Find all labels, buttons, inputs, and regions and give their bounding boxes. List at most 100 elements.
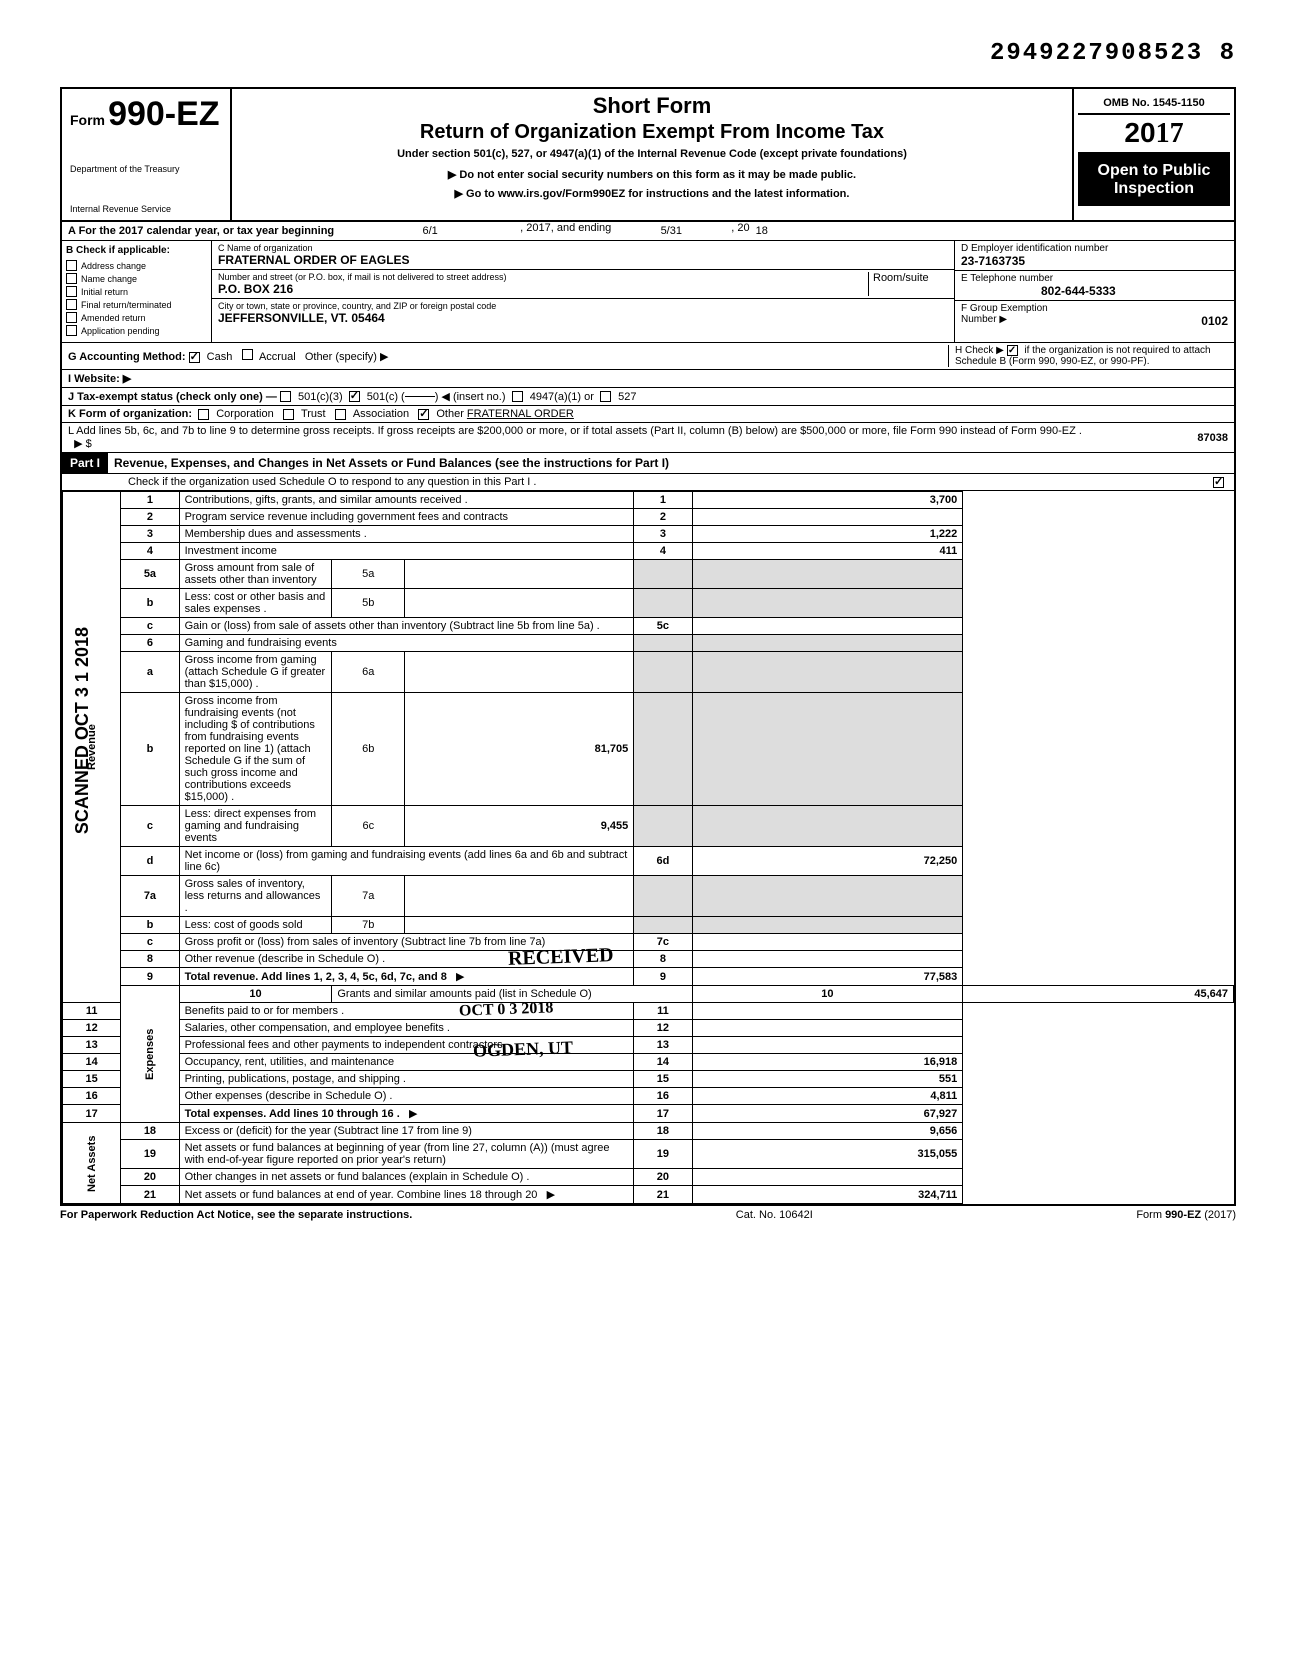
line-6d-num: d [121,847,179,876]
open-public-2: Inspection [1082,180,1226,198]
tax-year-end-year[interactable]: 18 [750,222,790,240]
line-10-val[interactable]: 45,647 [963,986,1234,1003]
row-a-year-prefix: , 20 [731,222,749,240]
line-21-desc: Net assets or fund balances at end of ye… [185,1189,538,1201]
line-8-val[interactable] [692,951,963,968]
checkbox-trust[interactable] [283,409,294,420]
line-17-val[interactable]: 67,927 [692,1105,963,1123]
checkbox-corporation[interactable] [198,409,209,420]
line-11-val[interactable] [692,1003,963,1020]
checkbox-4947[interactable] [512,391,523,402]
line-12-val[interactable] [692,1020,963,1037]
org-name[interactable]: FRATERNAL ORDER OF EAGLES [218,253,410,267]
line-5b-subval[interactable] [405,589,634,618]
checkbox-schedule-b[interactable]: ✓ [1007,345,1018,356]
row-g-label: G Accounting Method: [68,351,186,363]
line-2-val[interactable] [692,509,963,526]
checkbox-initial-return[interactable] [66,286,77,297]
tax-year-begin[interactable]: 6/1 [340,222,520,240]
omb-number: OMB No. 1545-1150 [1078,93,1230,115]
line-3-val[interactable]: 1,222 [692,526,963,543]
line-7a-num: 7a [121,876,179,917]
line-6b-num: b [121,693,179,806]
gross-receipts-value[interactable]: 87038 [1098,432,1228,444]
part1-table: Revenue 1 Contributions, gifts, grants, … [62,491,1234,1204]
label-527: 527 [618,391,636,403]
line-6a-desc: Gross income from gaming (attach Schedul… [185,654,326,690]
line-14-desc: Occupancy, rent, utilities, and maintena… [185,1056,395,1068]
checkbox-application-pending[interactable] [66,325,77,336]
line-16-num: 16 [63,1088,121,1105]
line-15-val[interactable]: 551 [692,1071,963,1088]
tax-year-end-month[interactable]: 5/31 [611,222,731,240]
name-label: C Name of organization [218,243,313,253]
line-5b-num: b [121,589,179,618]
line-20-val[interactable] [692,1169,963,1186]
line-13-num: 13 [63,1037,121,1054]
label-amended-return: Amended return [81,313,146,323]
line-20-desc: Other changes in net assets or fund bala… [185,1171,530,1183]
line-19-desc: Net assets or fund balances at beginning… [185,1142,610,1166]
line-2-num: 2 [121,509,179,526]
checkbox-name-change[interactable] [66,273,77,284]
line-14-val[interactable]: 16,918 [692,1054,963,1071]
line-17-rnum: 17 [634,1105,692,1123]
other-org-value[interactable]: FRATERNAL ORDER [467,408,574,420]
line-7a-subval[interactable] [405,876,634,917]
line-21-val[interactable]: 324,711 [692,1186,963,1204]
checkbox-cash[interactable]: ✓ [189,352,200,363]
line-15-num: 15 [63,1071,121,1088]
line-19-val[interactable]: 315,055 [692,1140,963,1169]
line-21-num: 21 [121,1186,179,1204]
line-3-num: 3 [121,526,179,543]
line-16-val[interactable]: 4,811 [692,1088,963,1105]
checkbox-other-org[interactable]: ✓ [418,409,429,420]
checkbox-501c[interactable]: ✓ [349,391,360,402]
checkbox-final-return[interactable] [66,299,77,310]
line-14-rnum: 14 [634,1054,692,1071]
subtitle: Under section 501(c), 527, or 4947(a)(1)… [240,148,1064,160]
line-14-num: 14 [63,1054,121,1071]
street-address[interactable]: P.O. BOX 216 [218,282,293,296]
checkbox-schedule-o-part1[interactable]: ✓ [1213,477,1224,488]
group-exemption-value[interactable]: 0102 [1201,314,1228,328]
part1-label: Part I [62,453,108,473]
line-13-val[interactable] [692,1037,963,1054]
line-5c-val[interactable] [692,618,963,635]
line-21-rnum: 21 [634,1186,692,1204]
line-6c-subval[interactable]: 9,455 [405,806,634,847]
line-5a-subval[interactable] [405,560,634,589]
row-l-text: L Add lines 5b, 6c, and 7b to line 9 to … [68,425,1082,437]
line-9-val[interactable]: 77,583 [692,968,963,986]
checkbox-amended-return[interactable] [66,312,77,323]
col-b-checkboxes: B Check if applicable: Address change Na… [62,241,212,342]
line-6d-desc: Net income or (loss) from gaming and fun… [185,849,628,873]
line-7b-subval[interactable] [405,917,634,934]
checkbox-accrual[interactable] [242,349,253,360]
side-label-netassets: Net Assets [63,1123,121,1204]
label-final-return: Final return/terminated [81,300,172,310]
line-1-val[interactable]: 3,700 [692,492,963,509]
line-3-desc: Membership dues and assessments . [185,528,367,540]
phone-value[interactable]: 802-644-5333 [961,284,1116,298]
line-6d-val[interactable]: 72,250 [692,847,963,876]
line-18-num: 18 [121,1123,179,1140]
line-18-val[interactable]: 9,656 [692,1123,963,1140]
open-public-1: Open to Public [1082,162,1226,180]
line-7c-num: c [121,934,179,951]
checkbox-address-change[interactable] [66,260,77,271]
line-6b-subval[interactable]: 81,705 [405,693,634,806]
checkbox-association[interactable] [335,409,346,420]
group-exemption-label: F Group Exemption [961,303,1048,314]
line-7c-val[interactable] [692,934,963,951]
checkbox-527[interactable] [600,391,611,402]
line-4-val[interactable]: 411 [692,543,963,560]
ein-value[interactable]: 23-7163735 [961,254,1025,268]
line-13-desc: Professional fees and other payments to … [185,1039,503,1051]
title-short-form: Short Form [240,93,1064,119]
row-j-label: J Tax-exempt status (check only one) — [68,391,277,403]
city-state-zip[interactable]: JEFFERSONVILLE, VT. 05464 [218,311,385,325]
line-6a-subval[interactable] [405,652,634,693]
checkbox-501c3[interactable] [280,391,291,402]
line-6c-desc: Less: direct expenses from gaming and fu… [185,808,316,844]
